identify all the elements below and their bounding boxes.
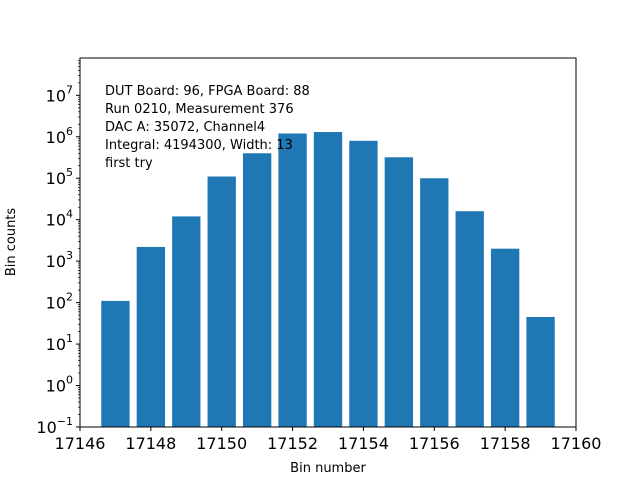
annotation-line: DUT Board: 96, FPGA Board: 88 — [105, 84, 310, 99]
y-tick-label: 103 — [46, 249, 73, 271]
bar-17147 — [101, 300, 130, 427]
bar-17150 — [207, 176, 236, 427]
x-tick-label: 17156 — [409, 434, 460, 453]
plot-frame — [79, 57, 577, 428]
y-tick-label: 106 — [46, 125, 73, 147]
bar-17158 — [490, 248, 520, 427]
annotation-line: Integral: 4194300, Width: 13 — [105, 138, 293, 153]
bar-17152 — [278, 133, 307, 428]
bar-17151 — [242, 153, 272, 427]
y-tick-label: 107 — [46, 83, 73, 105]
x-axis: 17146 17148 17150 17152 17154 17156 17158 17160 — [55, 427, 602, 453]
y-tick-label: 102 — [46, 291, 73, 313]
x-tick-label: 17148 — [125, 434, 176, 453]
annotation-line: first try — [105, 156, 153, 171]
y-axis-label: Bin counts — [4, 208, 19, 277]
x-axis-label: Bin number — [290, 461, 366, 476]
x-tick-label: 17152 — [267, 434, 318, 453]
y-tick-label: 104 — [46, 208, 73, 230]
y-tick-label: 101 — [46, 332, 73, 354]
bars-group — [101, 132, 555, 428]
bar-17153 — [313, 132, 343, 428]
annotation-block: DUT Board: 96, FPGA Board: 88 Run 0210, M… — [105, 84, 310, 171]
bar-17157 — [455, 211, 484, 427]
bar-17154 — [349, 140, 378, 428]
bar-17159 — [526, 317, 555, 427]
annotation-line: DAC A: 35072, Channel4 — [105, 120, 265, 135]
x-tick-label: 17160 — [551, 434, 602, 453]
x-tick-label: 17154 — [338, 434, 389, 453]
y-tick-label: 10−1 — [36, 415, 73, 437]
bar-17148 — [136, 246, 166, 427]
bar-17155 — [384, 157, 414, 428]
x-tick-label: 17146 — [55, 434, 106, 453]
annotation-line: Run 0210, Measurement 376 — [105, 102, 294, 117]
y-axis: 10−1 100 101 102 103 104 105 106 107 — [36, 59, 80, 437]
bar-17149 — [172, 216, 201, 427]
x-tick-label: 17158 — [480, 434, 531, 453]
x-tick-label: 17150 — [196, 434, 247, 453]
y-tick-label: 100 — [46, 374, 73, 396]
bar-17156 — [420, 178, 449, 427]
y-tick-label: 105 — [46, 166, 73, 188]
